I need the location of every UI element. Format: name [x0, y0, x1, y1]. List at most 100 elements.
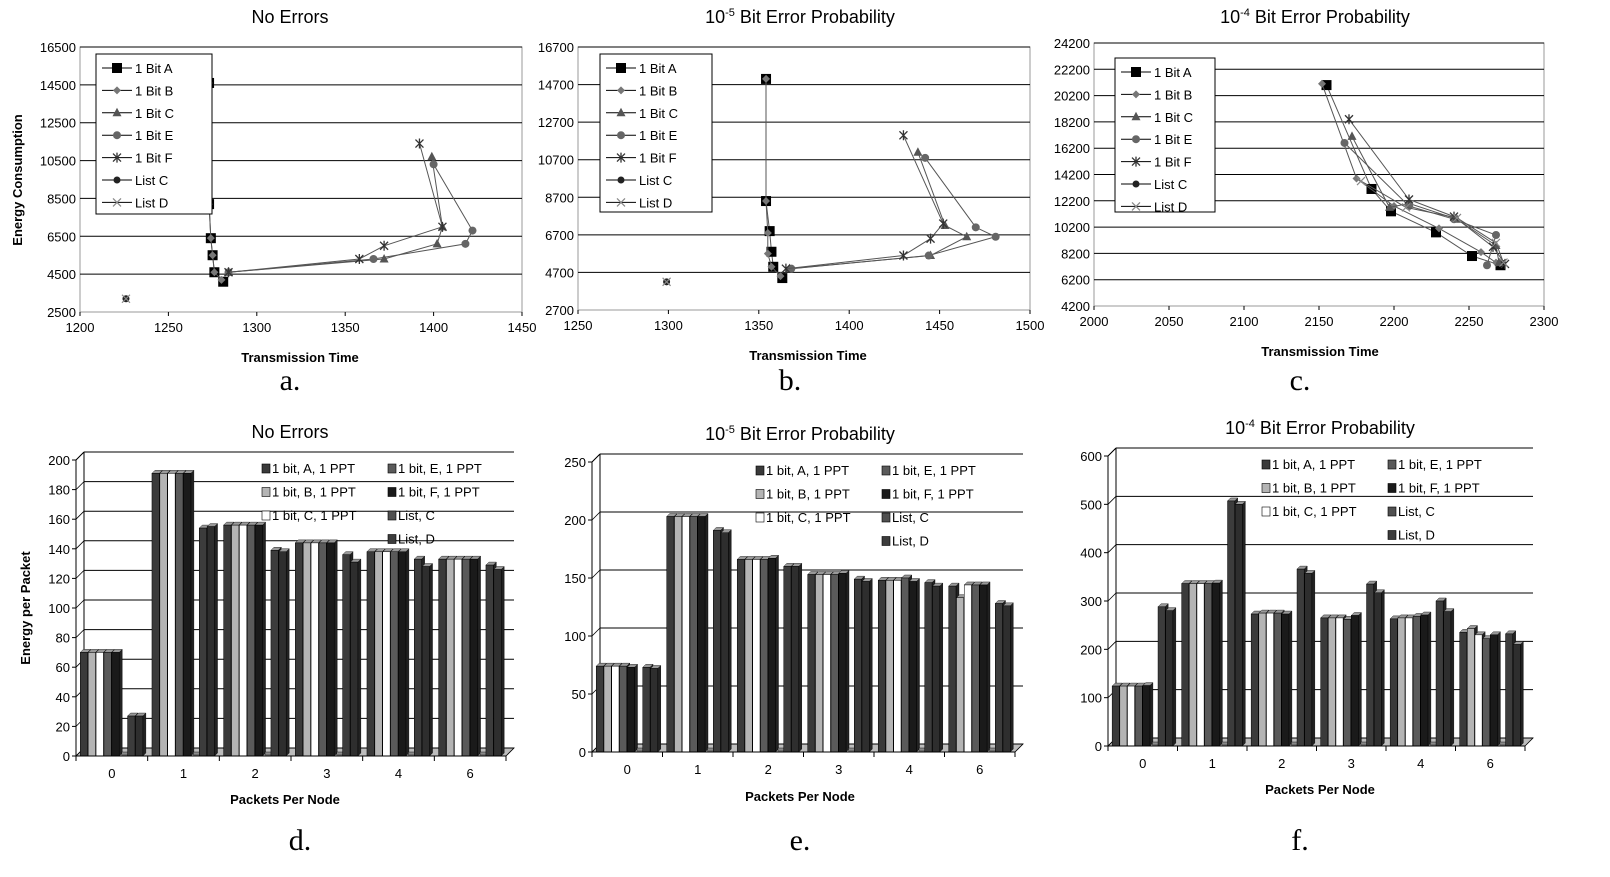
y-tick-label: 16700: [538, 40, 574, 55]
legend-swatch: [1261, 506, 1271, 517]
bar-front: [1405, 617, 1413, 747]
legend-label: List, D: [892, 534, 929, 549]
bar-side: [1219, 579, 1223, 747]
bar-front: [398, 551, 407, 757]
bar-side: [728, 529, 732, 753]
series-1-bit-b: [1318, 79, 1500, 267]
bar-side: [1149, 682, 1154, 747]
data-point: [427, 151, 437, 161]
data-point: [1491, 238, 1501, 248]
bar-front: [838, 573, 847, 753]
bar: [697, 513, 709, 753]
data-point: [461, 239, 470, 248]
chart-title: 10-4 Bit Error Probability: [1225, 418, 1415, 438]
legend-label: List C: [135, 173, 168, 188]
gridline-depth: [591, 511, 601, 521]
legend-marker: [617, 86, 625, 95]
legend: 1 Bit A 1 Bit B 1 Bit C 1 Bit E 1 Bit F List …: [1114, 57, 1216, 214]
bar: [206, 523, 219, 757]
series-line: [1326, 84, 1501, 266]
legend-label: List, D: [1398, 528, 1435, 543]
legend-label: 1 bit, F, 1 PPT: [892, 487, 974, 502]
data-point: [1494, 257, 1504, 267]
data-point: [991, 232, 1000, 241]
series-line: [765, 78, 781, 277]
legend-label: 1 bit, E, 1 PPT: [1398, 457, 1482, 472]
x-tick-label: 2050: [1155, 314, 1184, 329]
panel-label: f.: [1291, 824, 1309, 857]
series-1-bit-c: [1347, 131, 1504, 267]
y-axis-label: Energy per Packet: [18, 551, 33, 665]
scatter-chart-b: 10-5 Bit Error Probability 2700 4700 6700 87…: [538, 7, 1045, 397]
data-point: [1340, 138, 1349, 147]
legend: 1 Bit A 1 Bit B 1 Bit C 1 Bit E 1 Bit F List …: [599, 53, 713, 213]
y-tick-label: 600: [1080, 449, 1102, 464]
y-tick-label: 6500: [47, 229, 76, 244]
legend-swatch: [387, 487, 397, 497]
bar-front: [956, 597, 964, 753]
series-1-bit-c: [785, 147, 972, 273]
bar-front: [1397, 617, 1406, 747]
panel-label: d.: [289, 824, 312, 857]
legend-swatch: [881, 489, 891, 499]
series-1-bit-f: [224, 138, 447, 278]
legend-marker: [113, 176, 121, 184]
bar-front: [979, 584, 988, 753]
bar-front: [278, 551, 287, 757]
bar: [1281, 610, 1293, 747]
x-tick-label: 6: [976, 762, 983, 777]
data-point: [1467, 251, 1477, 262]
legend-marker: [112, 197, 122, 207]
legend-label: List, C: [1398, 504, 1435, 519]
x-tick-label: 3: [1348, 756, 1355, 771]
x-tick-label: 2100: [1230, 314, 1259, 329]
data-point: [787, 264, 796, 273]
data-point: [1431, 227, 1441, 238]
bar: [1165, 607, 1177, 747]
legend-swatch: [881, 536, 891, 546]
x-tick-label: 1350: [331, 320, 360, 335]
bar-front: [1335, 617, 1344, 747]
y-tick-label: 8200: [1061, 246, 1090, 261]
series-line: [228, 156, 443, 273]
bar-front: [603, 665, 612, 753]
legend-label: List C: [1154, 177, 1187, 192]
bar-side: [1381, 589, 1385, 747]
legend-label: 1 Bit A: [639, 61, 677, 76]
legend-label: 1 bit, C, 1 PPT: [766, 510, 851, 525]
x-tick-label: 1: [180, 766, 187, 781]
bar-front: [909, 581, 917, 753]
y-tick-label: 200: [48, 453, 70, 468]
x-axis-label: Packets Per Node: [230, 792, 340, 807]
x-tick-label: 1300: [654, 318, 683, 333]
x-tick-label: 6: [1487, 756, 1494, 771]
data-point: [1321, 80, 1332, 91]
legend-swatch: [881, 465, 891, 476]
y-tick-label: 2700: [545, 303, 574, 318]
x-tick-label: 2200: [1380, 314, 1409, 329]
legend-swatch: [387, 534, 397, 544]
bar-front: [1234, 504, 1243, 747]
legend-label: 1 bit, A, 1 PPT: [766, 463, 849, 478]
y-tick-label: 400: [1080, 546, 1102, 561]
bar: [1443, 608, 1455, 747]
bar-front: [462, 558, 470, 757]
data-point: [206, 234, 215, 243]
bar-front: [1266, 612, 1274, 747]
bar-front: [752, 559, 761, 753]
bar-side: [119, 648, 123, 757]
bar-front: [611, 665, 620, 753]
x-axis-label: Packets Per Node: [745, 789, 855, 804]
y-tick-label: 60: [56, 660, 70, 675]
legend-label: List D: [135, 195, 168, 210]
bar-side: [286, 548, 290, 757]
bar: [326, 539, 338, 757]
bar-front: [783, 566, 792, 753]
bar-front: [326, 542, 335, 757]
legend-swatch: [755, 489, 765, 499]
bar-side: [1450, 608, 1455, 747]
legend: 1 bit, A, 1 PPT 1 bit, B, 1 PPT 1 bit, C, …: [755, 463, 976, 549]
data-point: [662, 277, 672, 287]
y-tick-label: 2500: [47, 305, 76, 320]
data-point: [1404, 194, 1414, 205]
